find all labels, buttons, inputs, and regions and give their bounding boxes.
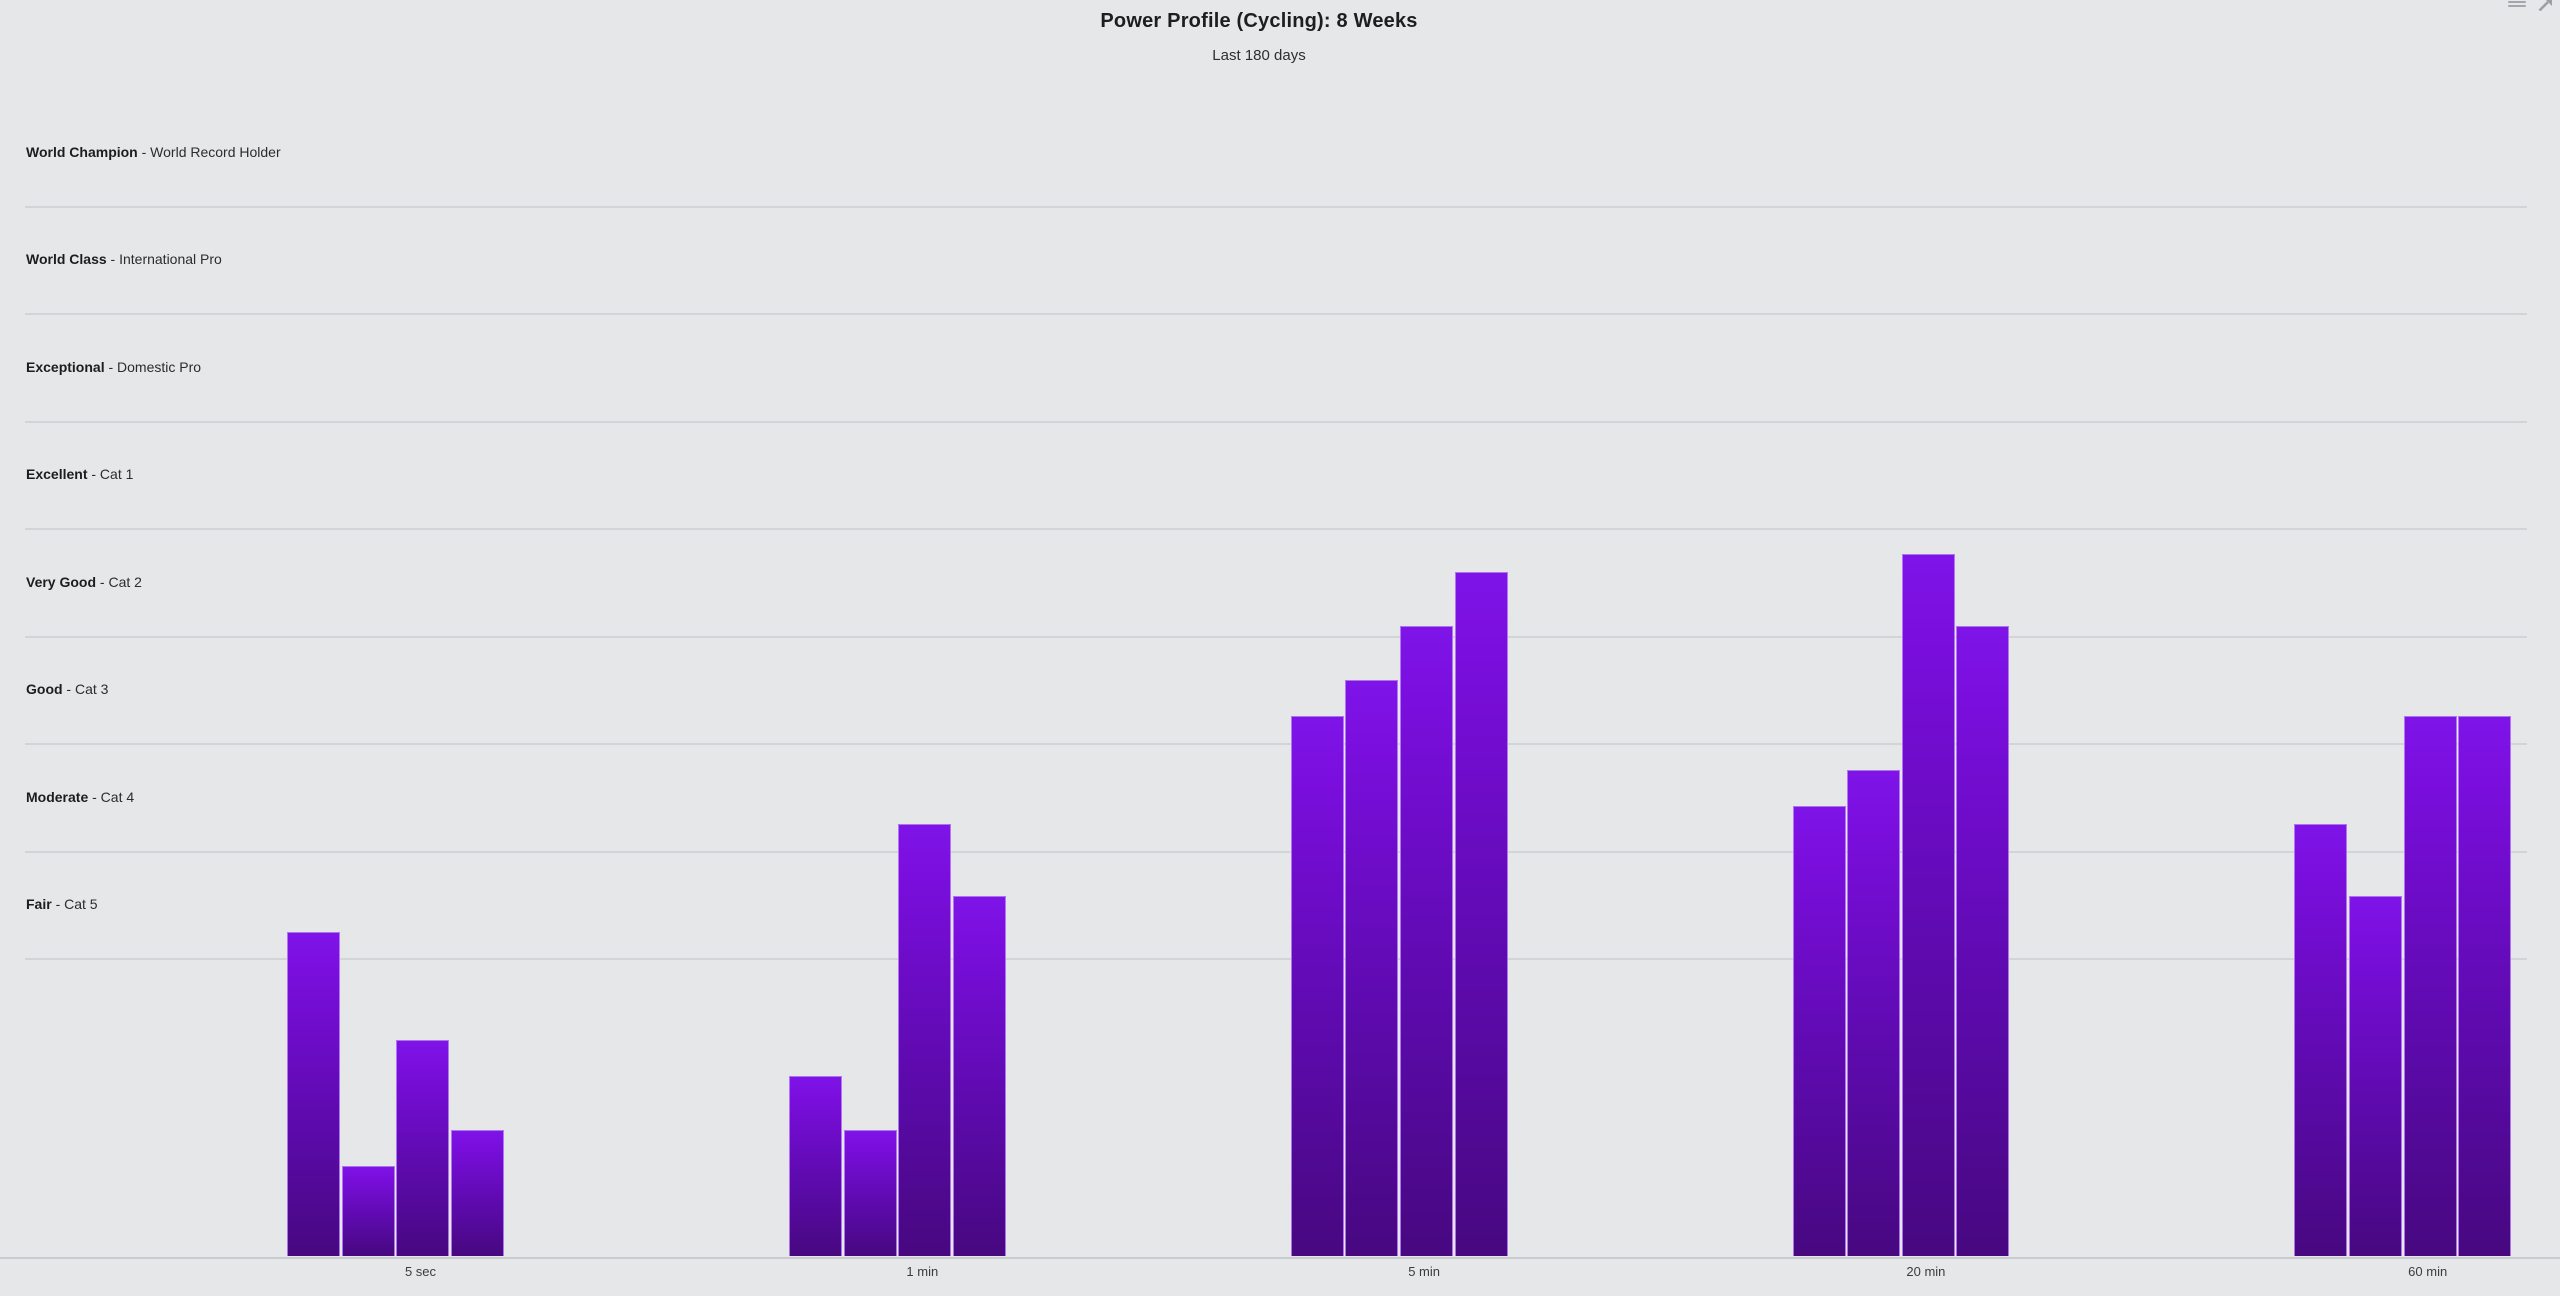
band-label: Moderate - Cat 4 — [26, 788, 135, 805]
power-bar-60min-bar-1[interactable] — [2294, 824, 2348, 1256]
band-label: Fair - Cat 5 — [26, 896, 98, 913]
x-tick-label: 60 min — [2408, 1264, 2448, 1279]
power-bar-20min-bar-3[interactable] — [1901, 554, 1955, 1256]
band-label: Good - Cat 3 — [26, 681, 109, 698]
band-boundary-line — [25, 850, 2527, 853]
band-label: World Class - International Pro — [26, 251, 222, 268]
band-boundary-line — [25, 958, 2527, 960]
power-bar-5min-bar-3[interactable] — [1400, 626, 1453, 1256]
band-boundary-line — [25, 635, 2527, 638]
power-bar-5min-bar-2[interactable] — [1345, 680, 1399, 1256]
power-bar-1min-bar-4[interactable] — [952, 896, 1006, 1256]
band-boundary-line — [25, 205, 2527, 208]
power-bar-5min-bar-4[interactable] — [1454, 572, 1508, 1256]
chart-subtitle: Last 180 days — [1212, 47, 1306, 64]
power-bar-1min-bar-3[interactable] — [898, 824, 952, 1256]
power-bar-5min-bar-1[interactable] — [1290, 716, 1344, 1256]
band-boundary-line — [25, 528, 2527, 530]
power-bar-5sec-bar-2[interactable] — [341, 1166, 395, 1256]
band-label: Very Good - Cat 2 — [26, 573, 142, 590]
expand-arrow-icon[interactable] — [2537, 0, 2552, 13]
power-bar-20min-bar-1[interactable] — [1792, 805, 1846, 1256]
band-boundary-line — [25, 420, 2527, 423]
power-bar-60min-bar-3[interactable] — [2403, 716, 2457, 1256]
chart-controls — [2508, 0, 2552, 13]
power-bar-5sec-bar-4[interactable] — [451, 1129, 504, 1256]
band-label: Excellent - Cat 1 — [26, 466, 134, 483]
band-boundary-line — [25, 313, 2527, 315]
band-label: World Champion - World Record Holder — [26, 143, 281, 160]
drag-handle-icon[interactable] — [2508, 0, 2526, 7]
x-tick-label: 5 min — [1408, 1264, 1440, 1279]
chart-title: Power Profile (Cycling): 8 Weeks — [1100, 10, 1418, 32]
band-label: Exceptional - Domestic Pro — [26, 358, 202, 375]
power-bar-60min-bar-2[interactable] — [2349, 896, 2402, 1256]
power-bar-1min-bar-1[interactable] — [789, 1075, 842, 1256]
x-tick-label: 5 sec — [404, 1264, 437, 1279]
power-bar-20min-bar-2[interactable] — [1847, 770, 1901, 1256]
x-tick-label: 1 min — [906, 1264, 939, 1279]
x-axis-line — [0, 1257, 2560, 1259]
power-bar-60min-bar-4[interactable] — [2458, 716, 2512, 1256]
power-bar-5sec-bar-3[interactable] — [396, 1040, 450, 1256]
power-bar-1min-bar-2[interactable] — [843, 1129, 897, 1256]
x-tick-label: 20 min — [1906, 1264, 1946, 1279]
power-bar-20min-bar-4[interactable] — [1956, 626, 2010, 1256]
band-boundary-line — [25, 743, 2527, 745]
power-bar-5sec-bar-1[interactable] — [287, 932, 341, 1256]
